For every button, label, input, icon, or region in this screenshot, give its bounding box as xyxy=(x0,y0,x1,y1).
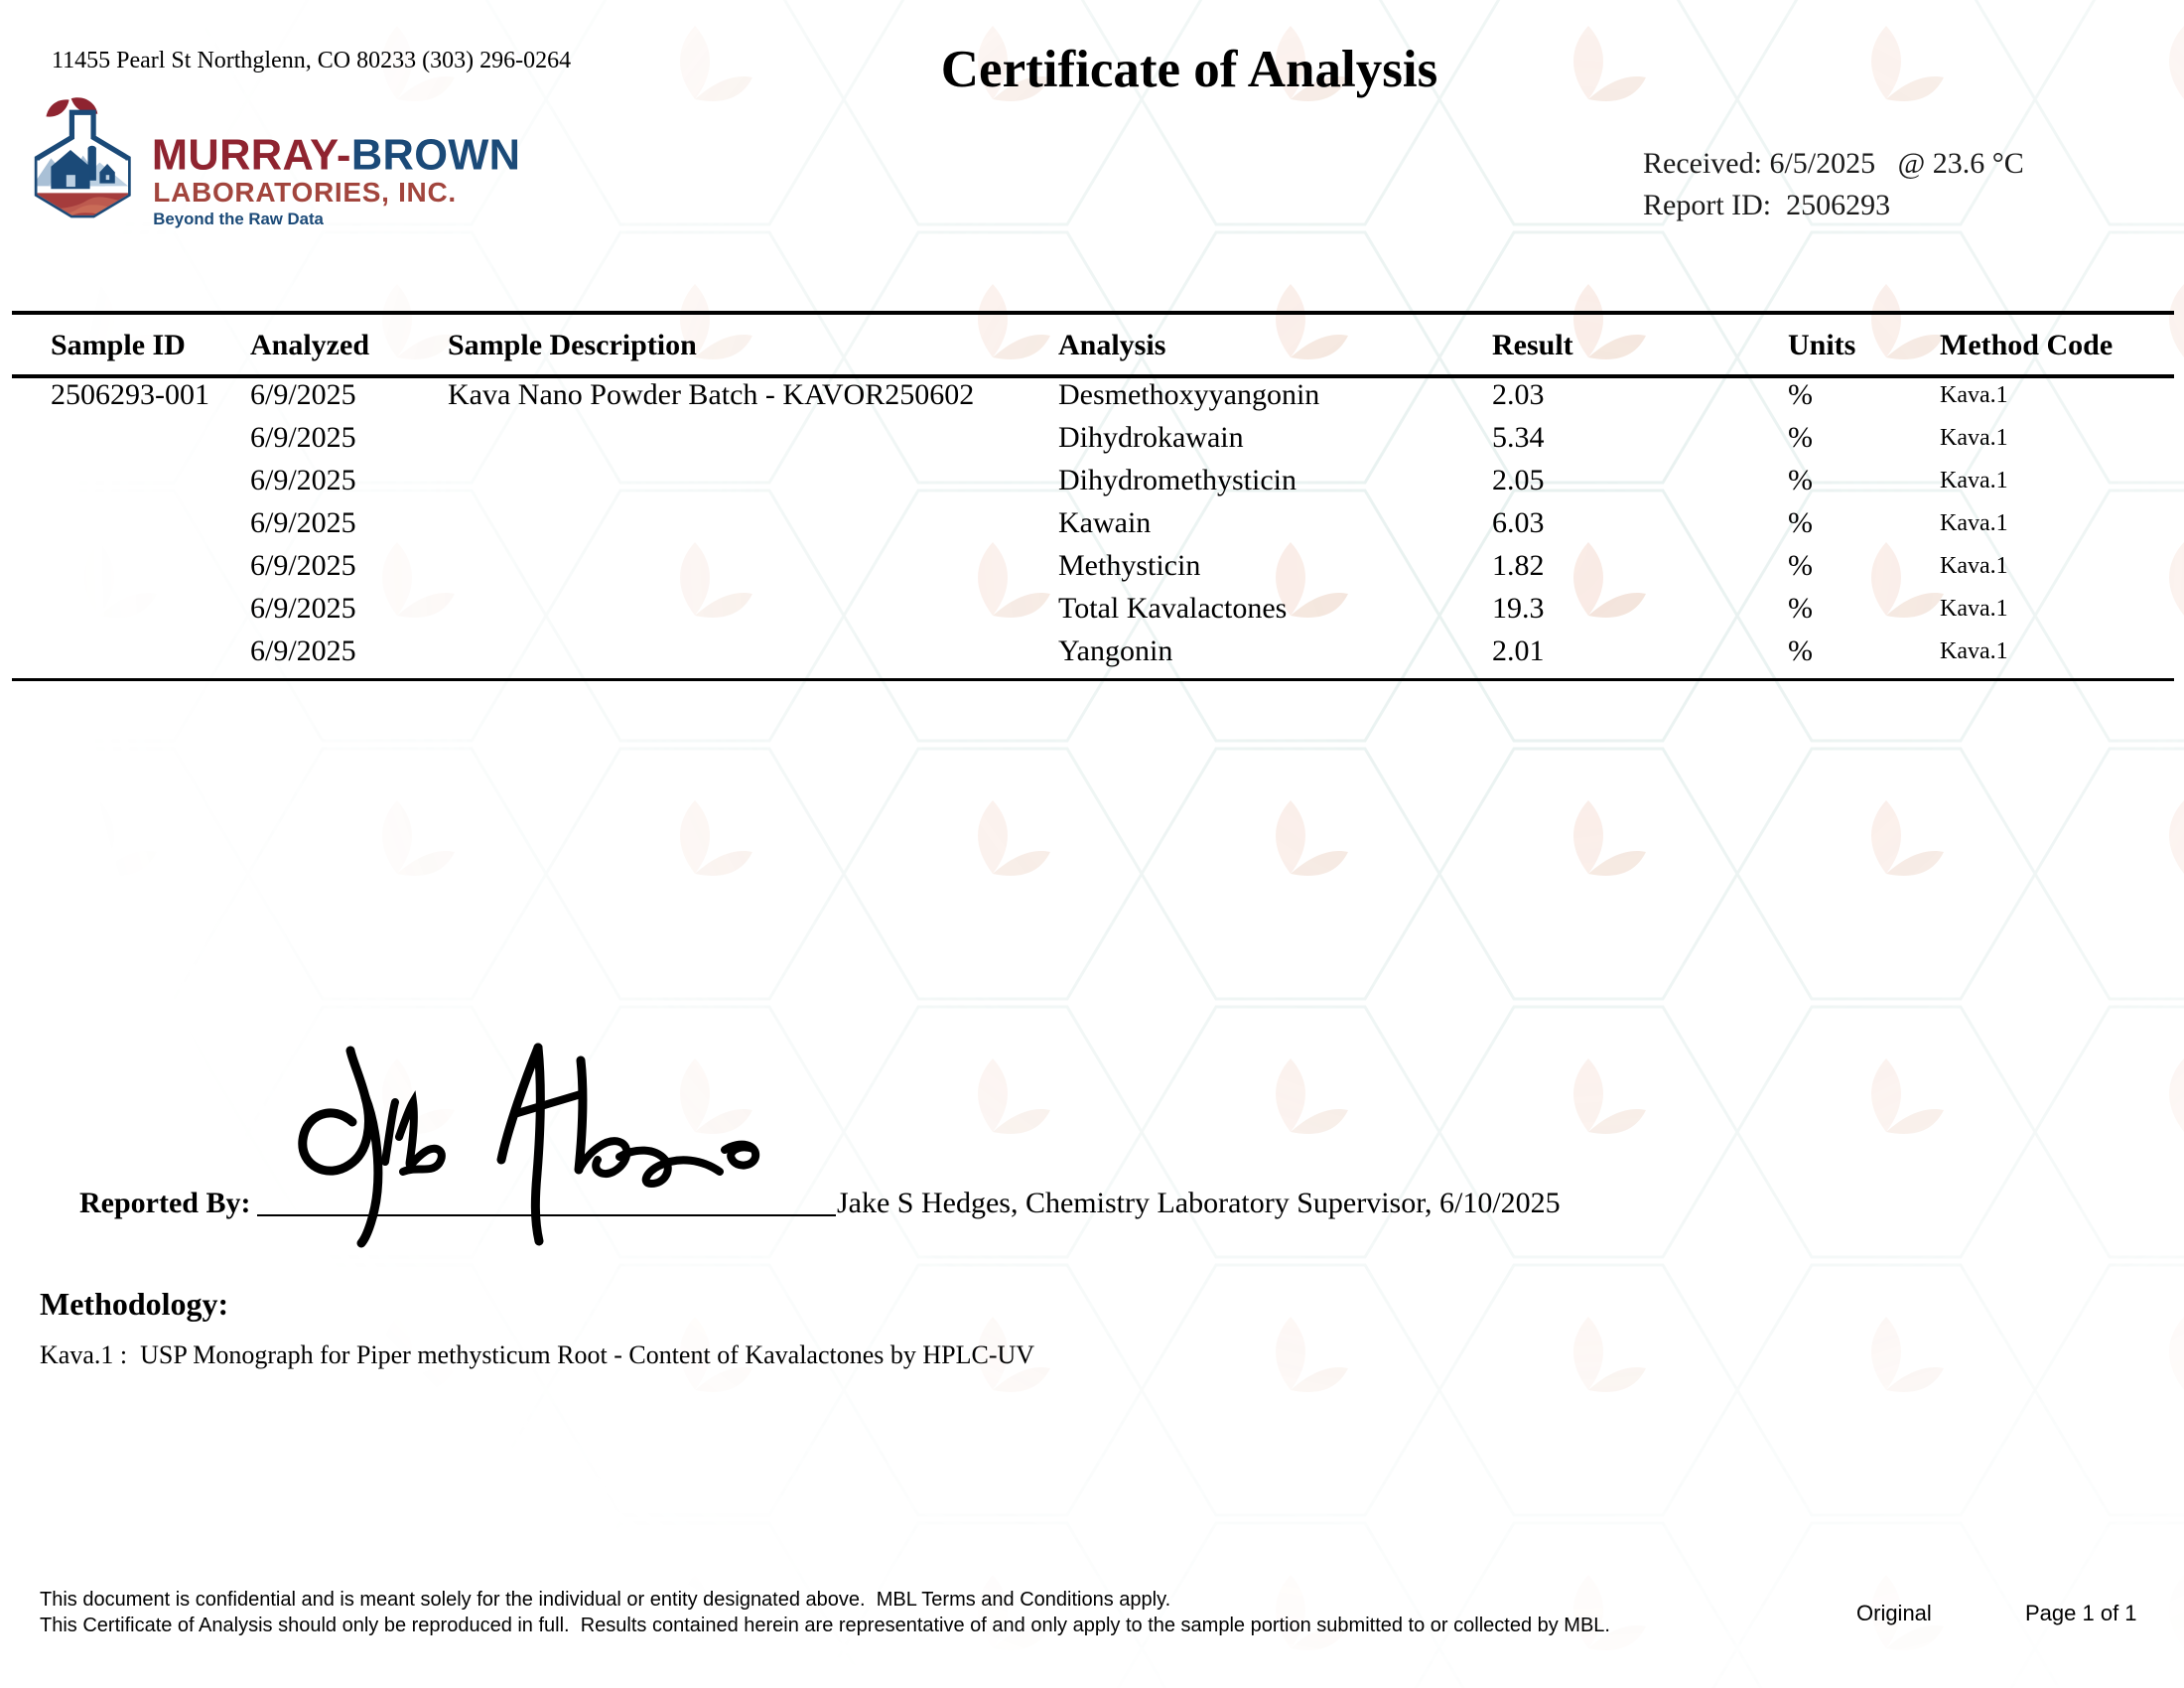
svg-text:MURRAY-BROWN: MURRAY-BROWN xyxy=(152,132,520,180)
svg-text:Beyond the Raw Data: Beyond the Raw Data xyxy=(153,210,324,228)
svg-text:LABORATORIES, INC.: LABORATORIES, INC. xyxy=(153,177,457,208)
